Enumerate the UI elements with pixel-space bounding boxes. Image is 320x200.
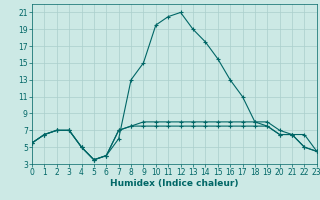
X-axis label: Humidex (Indice chaleur): Humidex (Indice chaleur) [110, 179, 239, 188]
